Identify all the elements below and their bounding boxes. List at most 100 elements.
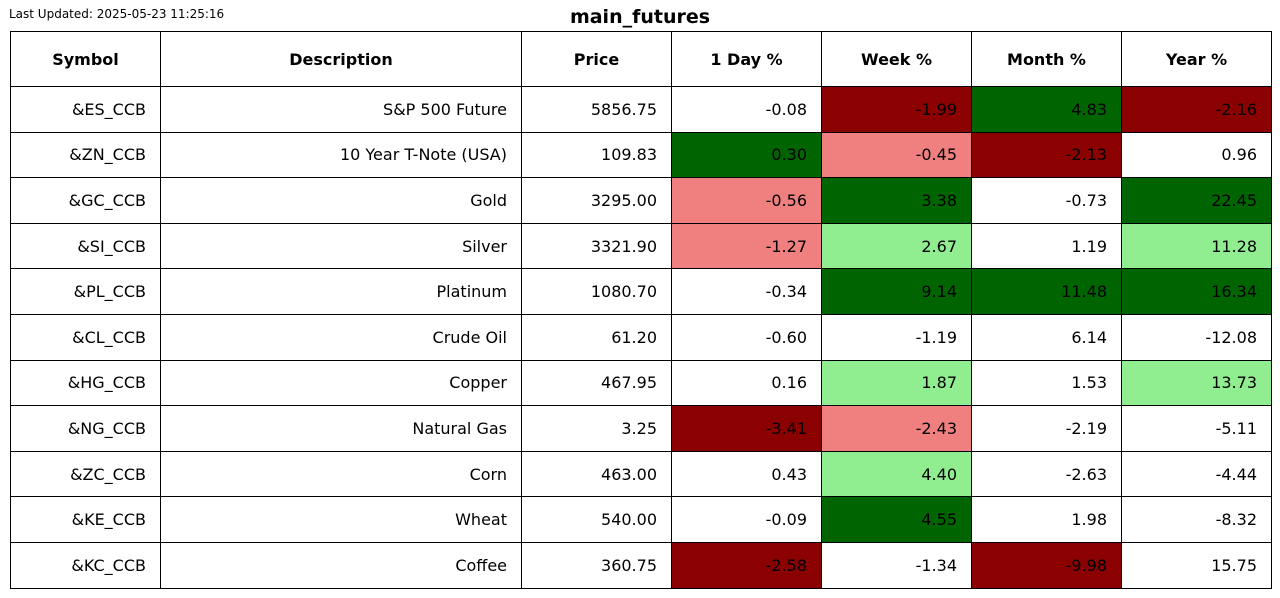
cell-week-pct: -0.45 <box>821 131 972 179</box>
cell-description: Copper <box>160 359 522 407</box>
cell-symbol: &KC_CCB <box>10 541 161 589</box>
cell-symbol: &HG_CCB <box>10 359 161 407</box>
cell-description: Coffee <box>160 541 522 589</box>
table-title: main_futures <box>569 6 711 28</box>
cell-year-pct: -8.32 <box>1121 496 1272 543</box>
cell-week-pct: 9.14 <box>821 268 972 315</box>
table-row: &GC_CCB Gold 3295.00 -0.56 3.38 -0.73 22.45 <box>10 177 1272 224</box>
cell-description: Platinum <box>160 268 522 315</box>
cell-month-pct: -9.98 <box>971 541 1122 589</box>
cell-1-day-pct: -0.56 <box>671 177 822 224</box>
table-row: &HG_CCB Copper 467.95 0.16 1.87 1.53 13.73 <box>10 359 1272 407</box>
cell-description: Wheat <box>160 496 522 543</box>
cell-price: 1080.70 <box>521 268 672 315</box>
cell-1-day-pct: -0.60 <box>671 313 822 361</box>
cell-symbol: &PL_CCB <box>10 268 161 315</box>
cell-year-pct: 11.28 <box>1121 222 1272 270</box>
cell-description: 10 Year T-Note (USA) <box>160 131 522 179</box>
cell-year-pct: 16.34 <box>1121 268 1272 315</box>
cell-symbol: &SI_CCB <box>10 222 161 270</box>
header-month-pct: Month % <box>971 31 1122 87</box>
cell-1-day-pct: -2.58 <box>671 541 822 589</box>
header-1-day-pct: 1 Day % <box>671 31 822 87</box>
cell-1-day-pct: 0.30 <box>671 131 822 179</box>
cell-1-day-pct: 0.16 <box>671 359 822 407</box>
cell-price: 467.95 <box>521 359 672 407</box>
cell-description: Gold <box>160 177 522 224</box>
cell-year-pct: 0.96 <box>1121 131 1272 179</box>
cell-price: 3295.00 <box>521 177 672 224</box>
cell-price: 540.00 <box>521 496 672 543</box>
table-row: &ZC_CCB Corn 463.00 0.43 4.40 -2.63 -4.44 <box>10 450 1272 498</box>
cell-symbol: &KE_CCB <box>10 496 161 543</box>
table-row: &SI_CCB Silver 3321.90 -1.27 2.67 1.19 11.28 <box>10 222 1272 270</box>
cell-year-pct: -12.08 <box>1121 313 1272 361</box>
cell-price: 360.75 <box>521 541 672 589</box>
header-price: Price <box>521 31 672 87</box>
cell-1-day-pct: -0.34 <box>671 268 822 315</box>
cell-week-pct: 2.67 <box>821 222 972 270</box>
cell-symbol: &ZN_CCB <box>10 131 161 179</box>
cell-month-pct: -2.19 <box>971 405 1122 452</box>
cell-1-day-pct: -3.41 <box>671 405 822 452</box>
cell-month-pct: -2.13 <box>971 131 1122 179</box>
cell-week-pct: -2.43 <box>821 405 972 452</box>
cell-description: Natural Gas <box>160 405 522 452</box>
cell-year-pct: -5.11 <box>1121 405 1272 452</box>
cell-month-pct: 4.83 <box>971 86 1122 133</box>
table-row: &KE_CCB Wheat 540.00 -0.09 4.55 1.98 -8.32 <box>10 496 1272 543</box>
header-description: Description <box>160 31 522 87</box>
cell-month-pct: 11.48 <box>971 268 1122 315</box>
cell-price: 61.20 <box>521 313 672 361</box>
cell-week-pct: -1.19 <box>821 313 972 361</box>
cell-price: 3321.90 <box>521 222 672 270</box>
cell-week-pct: 1.87 <box>821 359 972 407</box>
futures-table: Symbol Description Price 1 Day % Week % … <box>10 31 1272 589</box>
header-row: Symbol Description Price 1 Day % Week % … <box>10 31 1272 87</box>
cell-price: 5856.75 <box>521 86 672 133</box>
cell-symbol: &ZC_CCB <box>10 450 161 498</box>
cell-week-pct: 4.40 <box>821 450 972 498</box>
table-row: &ZN_CCB 10 Year T-Note (USA) 109.83 0.30 -0.… <box>10 131 1272 179</box>
cell-month-pct: 6.14 <box>971 313 1122 361</box>
cell-month-pct: 1.53 <box>971 359 1122 407</box>
cell-description: Silver <box>160 222 522 270</box>
table-body: &ES_CCB S&P 500 Future 5856.75 -0.08 -1.99 4.… <box>10 86 1272 589</box>
cell-year-pct: -4.44 <box>1121 450 1272 498</box>
header-week-pct: Week % <box>821 31 972 87</box>
cell-price: 463.00 <box>521 450 672 498</box>
cell-month-pct: -2.63 <box>971 450 1122 498</box>
cell-1-day-pct: -0.09 <box>671 496 822 543</box>
cell-description: Corn <box>160 450 522 498</box>
cell-1-day-pct: -1.27 <box>671 222 822 270</box>
cell-1-day-pct: -0.08 <box>671 86 822 133</box>
cell-year-pct: 15.75 <box>1121 541 1272 589</box>
cell-month-pct: 1.19 <box>971 222 1122 270</box>
header-symbol: Symbol <box>10 31 161 87</box>
cell-symbol: &CL_CCB <box>10 313 161 361</box>
cell-year-pct: 13.73 <box>1121 359 1272 407</box>
table-row: &KC_CCB Coffee 360.75 -2.58 -1.34 -9.98 15.75 <box>10 541 1272 589</box>
cell-price: 3.25 <box>521 405 672 452</box>
cell-month-pct: 1.98 <box>971 496 1122 543</box>
table-row: &ES_CCB S&P 500 Future 5856.75 -0.08 -1.99 4.… <box>10 86 1272 133</box>
table-row: &PL_CCB Platinum 1080.70 -0.34 9.14 11.48 16.3… <box>10 268 1272 315</box>
cell-description: S&P 500 Future <box>160 86 522 133</box>
cell-week-pct: -1.99 <box>821 86 972 133</box>
table-row: &CL_CCB Crude Oil 61.20 -0.60 -1.19 6.14 -12.0… <box>10 313 1272 361</box>
table-row: &NG_CCB Natural Gas 3.25 -3.41 -2.43 -2.19 -5.… <box>10 405 1272 452</box>
cell-price: 109.83 <box>521 131 672 179</box>
cell-week-pct: -1.34 <box>821 541 972 589</box>
header-year-pct: Year % <box>1121 31 1272 87</box>
cell-week-pct: 3.38 <box>821 177 972 224</box>
cell-month-pct: -0.73 <box>971 177 1122 224</box>
cell-symbol: &ES_CCB <box>10 86 161 133</box>
cell-year-pct: 22.45 <box>1121 177 1272 224</box>
cell-symbol: &NG_CCB <box>10 405 161 452</box>
cell-year-pct: -2.16 <box>1121 86 1272 133</box>
cell-week-pct: 4.55 <box>821 496 972 543</box>
cell-symbol: &GC_CCB <box>10 177 161 224</box>
last-updated-timestamp: Last Updated: 2025-05-23 11:25:16 <box>9 7 225 21</box>
cell-1-day-pct: 0.43 <box>671 450 822 498</box>
cell-description: Crude Oil <box>160 313 522 361</box>
